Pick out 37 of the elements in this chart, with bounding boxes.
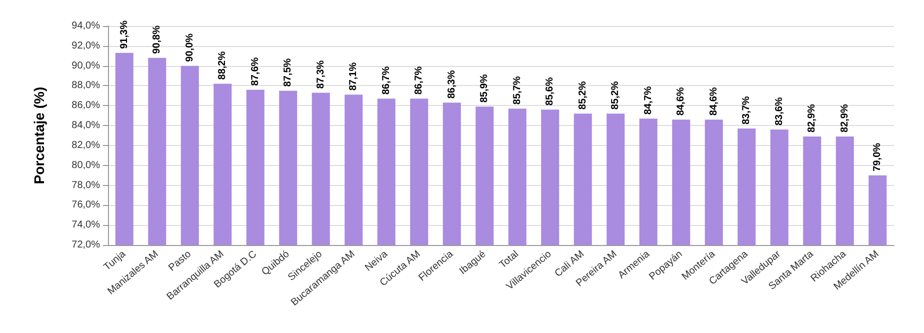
y-tick-label: 86,0% xyxy=(72,100,100,112)
data-label: 85,7% xyxy=(512,76,523,105)
data-label: 85,9% xyxy=(479,74,490,103)
y-tick-label: 94,0% xyxy=(72,20,100,32)
data-label: 83,7% xyxy=(741,96,752,125)
data-label: 87,3% xyxy=(315,60,326,89)
data-label: 86,3% xyxy=(446,70,458,99)
data-label: 84,6% xyxy=(708,87,720,116)
data-label: 85,6% xyxy=(544,77,556,106)
data-label: 88,2% xyxy=(217,51,228,80)
data-label: 84,6% xyxy=(676,87,687,116)
data-label: 86,7% xyxy=(414,66,425,95)
data-label: 90,8% xyxy=(152,25,163,54)
y-tick-label: 74,0% xyxy=(72,220,100,231)
data-label: 79,0% xyxy=(872,142,884,172)
data-label: 82,9% xyxy=(806,104,818,132)
data-label: 87,5% xyxy=(282,58,294,87)
data-label: 91,3% xyxy=(118,20,130,49)
data-label: 85,2% xyxy=(577,81,588,110)
data-label: 83,6% xyxy=(774,97,785,126)
y-tick-label: 78,0% xyxy=(72,180,100,191)
y-tick-label: 82,0% xyxy=(72,140,100,151)
data-label: 86,7% xyxy=(380,66,392,95)
y-tick-label: 76,0% xyxy=(72,200,100,211)
y-tick-label: 72,0% xyxy=(72,240,100,250)
data-label: 84,7% xyxy=(642,86,654,115)
y-tick-label: 88,0% xyxy=(72,80,100,92)
y-axis-title: Porcentaje (%) xyxy=(31,86,47,184)
data-label: 85,2% xyxy=(610,81,622,110)
data-label: 87,1% xyxy=(348,62,360,91)
data-label: 87,6% xyxy=(250,57,261,86)
y-tick-label: 84,0% xyxy=(72,120,100,132)
y-tick-label: 90,0% xyxy=(72,60,100,72)
y-tick-label: 80,0% xyxy=(72,160,100,171)
data-label: 90,0% xyxy=(184,33,196,62)
y-tick-label: 92,0% xyxy=(72,40,100,52)
data-label: 82,9% xyxy=(839,104,850,132)
